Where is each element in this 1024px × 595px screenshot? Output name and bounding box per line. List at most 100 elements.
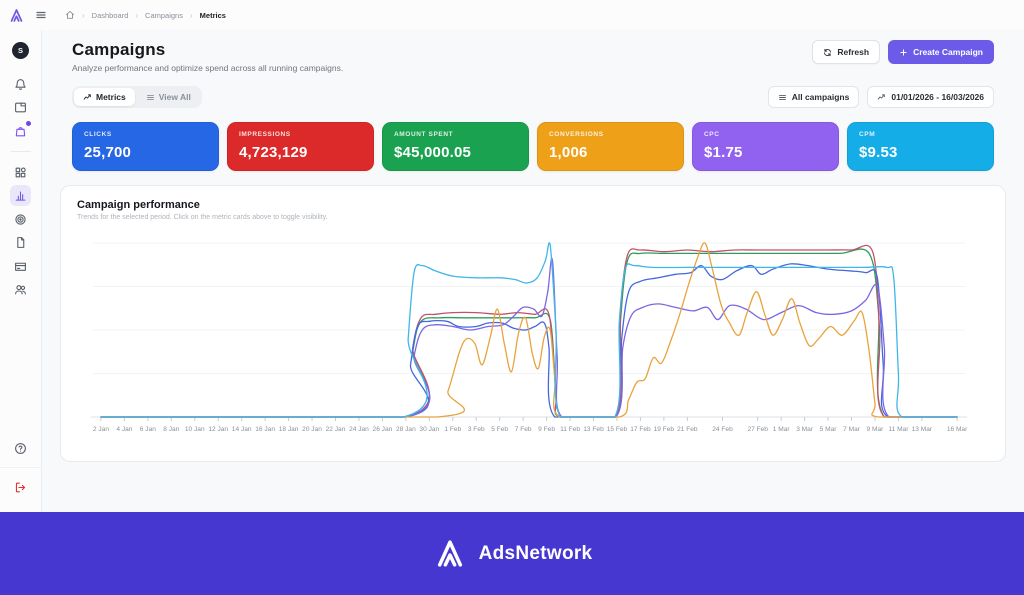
avatar[interactable]: S (12, 42, 29, 59)
metric-card-value: $1.75 (704, 144, 743, 161)
series-cpm (100, 242, 958, 418)
x-tick-label: 5 Feb (491, 426, 508, 433)
x-tick-label: 5 Mar (820, 426, 838, 433)
x-tick-label: 7 Feb (515, 426, 532, 433)
x-tick-label: 12 Jan (208, 426, 228, 433)
x-tick-label: 1 Feb (444, 426, 461, 433)
breadcrumb-separator: › (189, 10, 193, 20)
x-tick-label: 2 Jan (93, 426, 109, 433)
x-tick-label: 14 Jan (232, 426, 252, 433)
sidebar-item-bag[interactable] (10, 120, 31, 142)
metric-card-label: CLICKS (84, 131, 112, 138)
metric-card-label: CPM (859, 131, 876, 138)
campaign-filter-button[interactable]: All campaigns (767, 86, 860, 108)
metric-card-impressions[interactable]: IMPRESSIONS 4,723,129 (227, 122, 374, 171)
sidebar-item-users[interactable] (10, 279, 31, 300)
x-tick-label: 1 Mar (773, 426, 791, 433)
chart-card: Campaign performance Trends for the sele… (60, 185, 1006, 462)
grid-icon (15, 167, 26, 177)
x-tick-label: 10 Jan (185, 426, 205, 433)
x-tick-label: 13 Mar (912, 426, 933, 433)
date-range-button[interactable]: 01/01/2026 - 16/03/2026 (867, 86, 994, 108)
x-tick-label: 3 Feb (468, 426, 485, 433)
bell-icon (15, 78, 26, 90)
x-tick-label: 24 Feb (712, 426, 733, 433)
refresh-label: Refresh (837, 47, 870, 57)
x-tick-label: 13 Feb (583, 426, 604, 433)
view-toggle: Metrics View All (72, 86, 202, 108)
x-tick-label: 26 Jan (373, 426, 393, 433)
trend-icon (878, 93, 886, 100)
create-campaign-label: Create Campaign (913, 47, 983, 57)
metric-card-cpm[interactable]: CPM $9.53 (847, 122, 994, 171)
refresh-icon (824, 48, 832, 56)
tab-metrics[interactable]: Metrics (74, 88, 135, 106)
breadcrumb: › Dashboard › Campaigns › Metrics (65, 10, 226, 20)
chart-subtitle: Trends for the selected period. Click on… (77, 214, 328, 221)
x-tick-label: 16 Jan (255, 426, 275, 433)
metric-card-cpc[interactable]: CPC $1.75 (692, 122, 839, 171)
sidebar-divider (10, 151, 31, 152)
metric-card-conversions[interactable]: CONVERSIONS 1,006 (537, 122, 684, 171)
target-icon (15, 213, 26, 225)
x-tick-label: 7 Mar (843, 426, 861, 433)
breadcrumb-dashboard[interactable]: Dashboard (91, 10, 129, 20)
breadcrumb-separator: › (82, 10, 85, 20)
tab-icon (15, 102, 26, 113)
credit-card-icon (15, 262, 26, 271)
tab-metrics-label: Metrics (96, 92, 126, 102)
breadcrumb-campaigns[interactable]: Campaigns (145, 10, 183, 20)
brand-logo-icon (437, 540, 462, 567)
performance-chart: 2 Jan 4 Jan 6 Jan 8 Jan 10 Jan 12 Jan 14 Jan 16… (90, 242, 968, 433)
list-icon (778, 94, 786, 100)
metric-card-label: CPC (704, 131, 720, 138)
x-tick-label: 18 Jan (279, 426, 299, 433)
logout-icon (15, 482, 26, 492)
sidebar-divider (0, 467, 42, 468)
bar-chart-icon (15, 191, 26, 201)
sidebar: S (0, 30, 42, 512)
refresh-button[interactable]: Refresh (812, 40, 881, 64)
sidebar-item-document[interactable] (10, 232, 31, 253)
x-tick-label: 24 Jan (349, 426, 369, 433)
sidebar-item-bell[interactable] (10, 74, 31, 95)
brand-name: AdsNetwork (478, 542, 593, 564)
metric-card-amount-spent[interactable]: AMOUNT SPENT $45,000.05 (382, 122, 529, 171)
sidebar-item-grid[interactable] (10, 162, 31, 183)
x-tick-label: 22 Jan (326, 426, 346, 433)
tab-view-all-label: View All (158, 92, 191, 102)
list-icon (146, 94, 154, 100)
metric-card-value: 25,700 (84, 144, 132, 161)
x-tick-label: 20 Jan (302, 426, 322, 433)
breadcrumb-separator: › (135, 10, 139, 20)
trend-icon (83, 93, 91, 100)
help-icon (15, 442, 26, 454)
sidebar-item-tab[interactable] (10, 97, 31, 118)
sidebar-top-icons (10, 71, 31, 144)
metric-card-label: IMPRESSIONS (239, 131, 291, 138)
x-tick-label: 4 Jan (116, 426, 132, 433)
sidebar-item-bar-chart[interactable] (10, 185, 31, 206)
sidebar-item-help[interactable] (10, 438, 31, 459)
notification-dot (26, 120, 31, 126)
tab-view-all[interactable]: View All (137, 88, 200, 106)
metric-card-clicks[interactable]: CLICKS 25,700 (72, 122, 219, 171)
x-tick-label: 9 Feb (538, 426, 555, 433)
breadcrumb-metrics[interactable]: Metrics (199, 10, 226, 20)
hamburger-icon[interactable] (35, 9, 47, 21)
sidebar-item-credit-card[interactable] (10, 256, 31, 277)
sidebar-nav-icons (10, 159, 31, 303)
home-icon[interactable] (65, 10, 75, 20)
sidebar-item-logout[interactable] (10, 477, 31, 498)
sidebar-item-target[interactable] (10, 209, 31, 230)
x-tick-label: 11 Feb (560, 426, 580, 433)
metric-card-value: $9.53 (859, 144, 898, 161)
x-tick-label: 6 Jan (140, 426, 156, 433)
footer: AdsNetwork (0, 512, 1024, 595)
metric-card-value: 1,006 (549, 144, 588, 161)
plus-icon (900, 48, 907, 56)
document-icon (17, 237, 25, 248)
x-tick-label: 27 Feb (747, 426, 768, 433)
create-campaign-button[interactable]: Create Campaign (888, 40, 994, 64)
campaign-filter-label: All campaigns (791, 92, 850, 102)
